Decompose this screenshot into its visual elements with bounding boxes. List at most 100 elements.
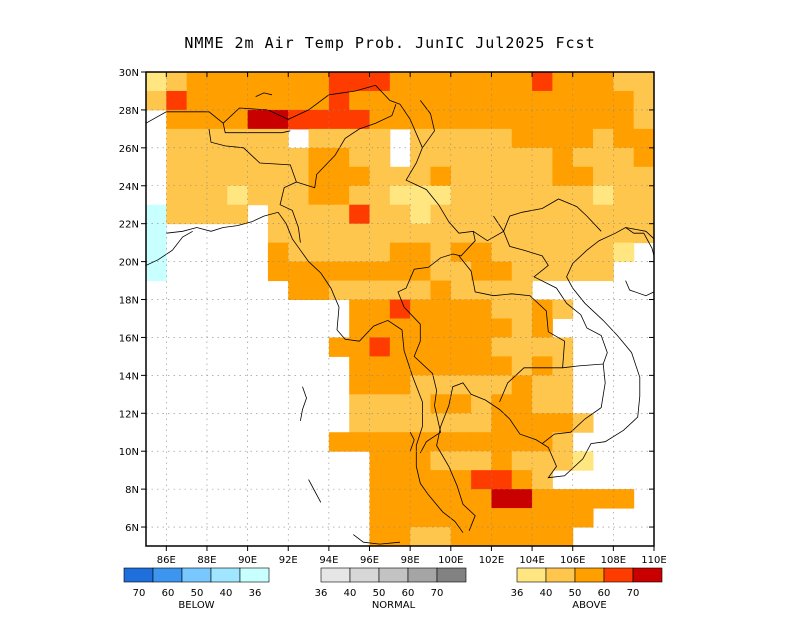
forecast-cell — [389, 166, 411, 187]
forecast-cell — [288, 242, 310, 263]
forecast-cell — [227, 147, 249, 168]
forecast-cell — [430, 318, 452, 338]
coastline-segment — [436, 227, 654, 531]
forecast-cell — [511, 204, 533, 225]
forecast-cell — [572, 451, 594, 471]
forecast-cell — [471, 451, 492, 471]
forecast-cell — [389, 261, 411, 282]
forecast-cell — [471, 204, 492, 225]
forecast-cell — [166, 147, 188, 168]
x-tick-label: 106E — [560, 555, 585, 566]
forecast-cell — [186, 72, 208, 92]
forecast-cell — [328, 242, 350, 263]
forecast-cell — [369, 204, 391, 225]
forecast-cell — [247, 72, 269, 92]
forecast-cell — [491, 204, 513, 225]
forecast-cell — [511, 508, 533, 528]
legend-value: 70 — [431, 588, 444, 599]
forecast-cell — [349, 356, 371, 376]
forecast-cell — [450, 470, 472, 490]
forecast-cell — [471, 318, 492, 338]
forecast-cell — [450, 375, 472, 395]
forecast-cell — [633, 147, 654, 168]
forecast-cell — [613, 223, 635, 244]
forecast-cell — [450, 432, 472, 452]
coastline-segment — [166, 211, 464, 533]
forecast-cell — [389, 280, 411, 301]
legend-swatch — [632, 567, 663, 583]
forecast-cell — [471, 147, 492, 168]
forecast-cell — [308, 223, 330, 244]
forecast-cell — [328, 90, 350, 111]
forecast-cell — [389, 394, 411, 414]
forecast-cell — [328, 223, 350, 244]
forecast-cell — [511, 261, 533, 282]
forecast-cell — [633, 72, 654, 92]
forecast-cell — [369, 223, 391, 244]
coastline-segment — [353, 534, 401, 545]
forecast-cell — [146, 72, 167, 92]
forecast-cell — [227, 185, 249, 206]
forecast-cell — [491, 470, 513, 490]
forecast-cell — [491, 432, 513, 452]
forecast-cell — [552, 185, 574, 206]
forecast-cell — [491, 242, 513, 263]
x-tick-label: 88E — [197, 555, 216, 566]
forecast-cell — [532, 261, 553, 282]
forecast-cell — [511, 527, 533, 546]
legend-value: 50 — [191, 588, 204, 599]
forecast-cell — [328, 128, 350, 149]
forecast-cell — [633, 109, 654, 130]
forecast-cell — [146, 261, 167, 282]
legend-value: 36 — [511, 588, 524, 599]
legend-below: 70 60 50 40 36 BELOW — [123, 567, 270, 611]
forecast-cell — [572, 185, 594, 206]
forecast-cell — [308, 280, 330, 301]
forecast-cell — [227, 109, 249, 130]
forecast-cell — [511, 147, 533, 168]
y-tick-label: 20N — [119, 258, 139, 269]
forecast-cell — [511, 451, 533, 471]
forecast-cell — [450, 451, 472, 471]
legend-swatch — [407, 567, 438, 583]
forecast-cell — [633, 90, 654, 111]
forecast-cell — [450, 128, 472, 149]
forecast-cell — [389, 356, 411, 376]
forecast-cell — [511, 299, 533, 319]
forecast-cell — [369, 185, 391, 206]
forecast-cell — [511, 280, 533, 301]
forecast-cell — [613, 489, 635, 509]
forecast-cell — [166, 109, 188, 130]
y-tick-label: 28N — [119, 106, 139, 117]
forecast-cell — [572, 489, 594, 509]
forecast-cell — [166, 166, 188, 187]
forecast-cell — [267, 72, 289, 92]
forecast-cell — [227, 128, 249, 149]
forecast-cell — [267, 223, 289, 244]
forecast-cell — [410, 204, 431, 225]
forecast-cell — [410, 147, 431, 168]
forecast-cell — [389, 375, 411, 395]
forecast-cell — [410, 185, 431, 206]
forecast-cell — [491, 90, 513, 111]
forecast-cell — [511, 223, 533, 244]
forecast-cell — [654, 167, 675, 186]
forecast-cell — [288, 90, 310, 111]
forecast-cell — [572, 147, 594, 168]
forecast-cell — [532, 242, 553, 263]
forecast-cell — [430, 166, 452, 187]
forecast-cell — [267, 242, 289, 263]
forecast-cell — [430, 337, 452, 357]
forecast-cell — [349, 318, 371, 338]
legend-value: 50 — [569, 588, 582, 599]
legend-label: NORMAL — [372, 600, 416, 611]
forecast-cell — [511, 318, 533, 338]
forecast-cell — [471, 72, 492, 92]
forecast-cell — [532, 375, 553, 395]
forecast-cell — [410, 356, 431, 376]
forecast-cell — [450, 109, 472, 130]
forecast-cell — [511, 489, 533, 509]
forecast-cell — [450, 337, 472, 357]
forecast-cell — [491, 356, 513, 376]
legend-value: 60 — [162, 588, 175, 599]
